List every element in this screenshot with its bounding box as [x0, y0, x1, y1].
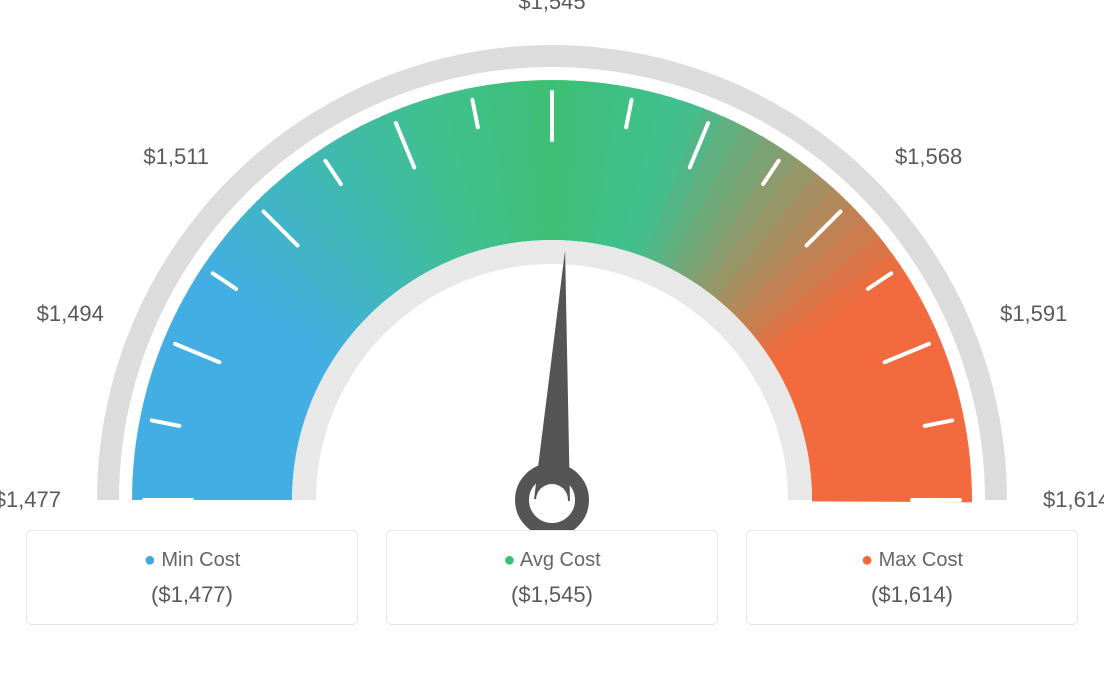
gauge-tick-label: $1,568 — [895, 144, 962, 170]
gauge-tick-label: $1,494 — [37, 301, 104, 327]
legend-max-title: Max Cost — [757, 549, 1067, 572]
gauge-chart: $1,477 $1,494 $1,511 $1,545 $1,568 $1,591 $1,6… — [0, 0, 1104, 530]
gauge-tick-label: $1,477 — [0, 487, 61, 513]
legend-min-value: ($1,477) — [37, 582, 347, 608]
gauge-tick-label: $1,545 — [518, 0, 585, 15]
gauge-svg — [0, 0, 1104, 530]
legend-avg-value: ($1,545) — [397, 582, 707, 608]
legend-row: Min Cost ($1,477) Avg Cost ($1,545) Max … — [0, 530, 1104, 625]
legend-max-value: ($1,614) — [757, 582, 1067, 608]
legend-card-avg: Avg Cost ($1,545) — [386, 530, 718, 625]
legend-min-title: Min Cost — [37, 549, 347, 572]
gauge-tick-label: $1,511 — [143, 144, 209, 170]
legend-avg-title: Avg Cost — [397, 549, 707, 572]
legend-card-max: Max Cost ($1,614) — [746, 530, 1078, 625]
legend-card-min: Min Cost ($1,477) — [26, 530, 358, 625]
gauge-tick-label: $1,614 — [1043, 487, 1104, 513]
gauge-tick-label: $1,591 — [1000, 301, 1067, 327]
